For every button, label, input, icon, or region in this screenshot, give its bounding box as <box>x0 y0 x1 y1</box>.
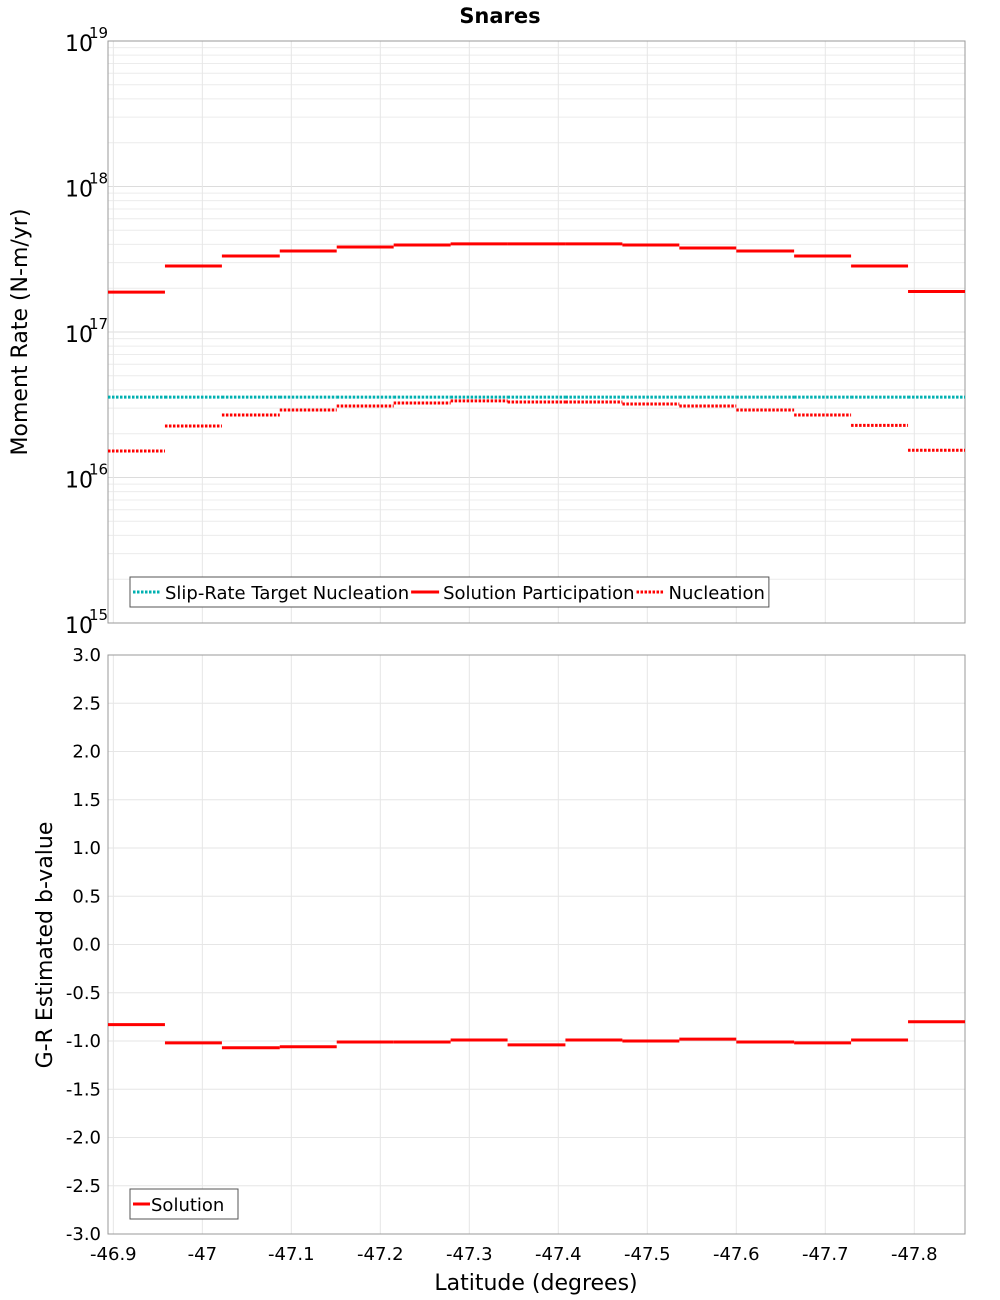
y-tick-label-bottom: 0.0 <box>72 935 101 956</box>
y-tick-exponent: 18 <box>89 170 108 188</box>
y-tick-base: 10 <box>65 614 93 639</box>
x-tick-label: -47.2 <box>357 1244 404 1265</box>
x-tick-label: -47.6 <box>713 1244 760 1265</box>
x-tick-label: -47.5 <box>624 1244 671 1265</box>
y-tick-label-bottom: -0.5 <box>66 983 101 1004</box>
y-tick-label-bottom: 3.0 <box>72 645 101 666</box>
legend-label: Solution <box>151 1195 224 1216</box>
y-tick-label-bottom: 0.5 <box>72 886 101 907</box>
y-tick-label-bottom: 2.0 <box>72 742 101 763</box>
y-tick-base: 10 <box>65 32 93 57</box>
top-y-axis-label: Moment Rate (N-m/yr) <box>8 209 33 456</box>
y-tick-base: 10 <box>65 323 93 348</box>
legend-label: Nucleation <box>669 583 765 604</box>
x-tick-label: -47.7 <box>802 1244 849 1265</box>
y-tick-exponent: 16 <box>89 461 108 479</box>
y-tick-exponent: 19 <box>89 24 108 42</box>
y-tick-label-bottom: 2.5 <box>72 693 101 714</box>
series-nucleation <box>108 399 965 453</box>
legend-label: Solution Participation <box>443 583 634 604</box>
y-tick-exponent: 15 <box>89 606 108 624</box>
y-tick-label-bottom: -1.0 <box>66 1031 101 1052</box>
y-tick-base: 10 <box>65 469 93 494</box>
x-tick-label: -47.3 <box>446 1244 493 1265</box>
y-tick-exponent: 17 <box>89 315 108 333</box>
series-solution <box>108 1020 965 1050</box>
series-solution-participation <box>108 242 965 294</box>
y-tick-base: 10 <box>65 178 93 203</box>
y-tick-label-bottom: -2.5 <box>66 1176 101 1197</box>
y-tick-label-bottom: 1.0 <box>72 838 101 859</box>
top-legend: Slip-Rate Target Nucleation Solution Part… <box>129 576 770 608</box>
x-tick-label: -47 <box>188 1244 217 1265</box>
y-tick-label-bottom: 1.5 <box>72 790 101 811</box>
x-tick-label: -47.8 <box>891 1244 938 1265</box>
y-tick-label-bottom: -1.5 <box>66 1079 101 1100</box>
chart-title: Snares <box>459 4 540 28</box>
y-tick-label-bottom: -3.0 <box>66 1224 101 1245</box>
x-tick-label: -47.4 <box>535 1244 582 1265</box>
x-tick-label: -47.1 <box>268 1244 315 1265</box>
bottom-legend: Solution <box>129 1188 239 1220</box>
x-tick-label: -46.9 <box>90 1244 137 1265</box>
bottom-plot-frame <box>107 654 966 1235</box>
y-tick-label-bottom: -2.0 <box>66 1128 101 1149</box>
top-plot-frame <box>107 40 966 624</box>
bottom-y-axis-label: G-R Estimated b-value <box>33 822 58 1069</box>
x-axis-label: Latitude (degrees) <box>434 1271 637 1296</box>
legend-label: Slip-Rate Target Nucleation <box>165 583 409 604</box>
